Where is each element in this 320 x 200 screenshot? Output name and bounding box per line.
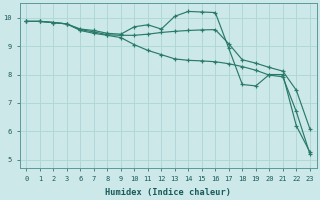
X-axis label: Humidex (Indice chaleur): Humidex (Indice chaleur) [105, 188, 231, 197]
